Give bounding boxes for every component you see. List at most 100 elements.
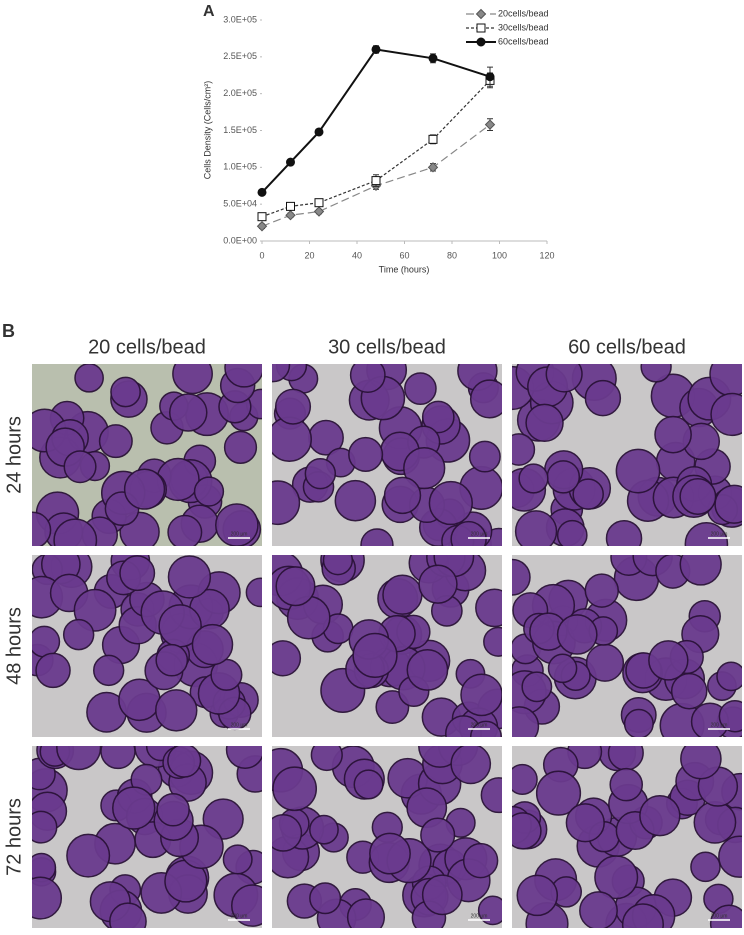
scale-bar-label: 200 µm	[471, 722, 488, 728]
bead	[679, 478, 717, 516]
bead	[460, 673, 502, 717]
bead	[222, 844, 253, 875]
legend-label: 20cells/bead	[498, 8, 549, 18]
micrograph	[272, 364, 502, 546]
bead	[418, 564, 458, 604]
bead	[609, 767, 644, 802]
bead	[623, 708, 654, 737]
bead	[346, 898, 385, 928]
x-tick-label: 40	[352, 250, 362, 260]
marker	[257, 212, 267, 222]
bead	[35, 652, 71, 689]
column-header: 60 cells/bead	[568, 336, 686, 358]
bead	[469, 379, 502, 419]
scale-bar-label: 200 µm	[471, 531, 488, 537]
bead	[382, 574, 423, 615]
bead	[74, 364, 104, 393]
bead	[403, 446, 446, 490]
micrograph	[272, 555, 502, 737]
bead	[480, 777, 502, 814]
bead	[670, 672, 708, 710]
bead	[584, 573, 619, 608]
bead	[680, 746, 722, 780]
bead	[245, 577, 262, 608]
micrograph	[32, 555, 262, 737]
column-header: 30 cells/bead	[328, 336, 446, 358]
bead	[309, 814, 339, 845]
y-tick-label: 1.0E+05	[223, 162, 257, 172]
bead	[475, 588, 502, 628]
row-header: 48 hours	[3, 607, 25, 685]
bead	[462, 842, 499, 879]
bead	[514, 510, 558, 546]
marker	[286, 157, 295, 167]
marker	[428, 134, 438, 144]
series-line	[261, 48, 491, 194]
y-tick-label: 2.5E+05	[223, 51, 257, 61]
bead	[512, 706, 540, 737]
bead	[690, 851, 721, 883]
bead	[191, 623, 234, 666]
bead	[155, 689, 198, 732]
bead	[605, 519, 643, 546]
bead	[607, 746, 644, 771]
bead	[348, 436, 384, 472]
bead	[428, 480, 473, 526]
y-tick-label: 1.5E+05	[223, 125, 257, 135]
x-tick-label: 20	[304, 250, 314, 260]
marker	[428, 53, 438, 63]
bead	[110, 376, 141, 408]
bead	[56, 746, 102, 771]
bead	[512, 763, 538, 795]
bead	[421, 400, 455, 434]
bead	[66, 833, 111, 878]
bead	[512, 812, 542, 850]
micrograph	[512, 746, 742, 928]
x-tick-label: 60	[399, 250, 409, 260]
bead	[272, 364, 291, 383]
bead	[334, 479, 377, 522]
bead	[112, 786, 156, 830]
y-tick-label: 2.0E+05	[223, 88, 257, 98]
y-axis-label: Cells Density (Cells/cm²)	[202, 81, 212, 180]
bead	[223, 430, 258, 464]
bead	[684, 522, 729, 546]
bead	[310, 746, 343, 772]
marker	[314, 198, 324, 208]
legend-marker	[476, 37, 486, 47]
marker	[484, 119, 496, 130]
bead	[718, 835, 742, 878]
bead	[168, 393, 208, 432]
bead	[225, 746, 262, 770]
bead	[32, 625, 61, 658]
marker	[285, 210, 296, 221]
bead	[352, 632, 398, 679]
marker	[427, 162, 439, 173]
scale-bar-label: 200 µm	[471, 913, 488, 919]
bead	[450, 520, 487, 546]
legend-label: 60cells/bead	[498, 36, 549, 46]
bead	[716, 661, 742, 692]
bead	[579, 891, 618, 928]
bead	[53, 518, 98, 546]
bead	[172, 364, 213, 395]
bead	[450, 746, 492, 785]
bead	[516, 874, 559, 917]
panel-label: B	[2, 321, 15, 341]
bead	[512, 433, 536, 466]
bead	[349, 364, 386, 394]
marker	[256, 221, 268, 232]
bead	[615, 448, 661, 494]
bead	[309, 882, 342, 915]
bead	[32, 876, 63, 920]
bead	[100, 746, 136, 770]
bead	[369, 832, 411, 875]
bead	[360, 528, 394, 546]
row-header: 72 hours	[3, 798, 25, 876]
bead	[119, 555, 156, 592]
legend-label: 30cells/bead	[498, 22, 549, 32]
micrograph	[272, 746, 502, 928]
marker	[485, 72, 495, 82]
scale-bar-label: 200 µm	[231, 913, 248, 919]
x-tick-label: 100	[492, 250, 507, 260]
